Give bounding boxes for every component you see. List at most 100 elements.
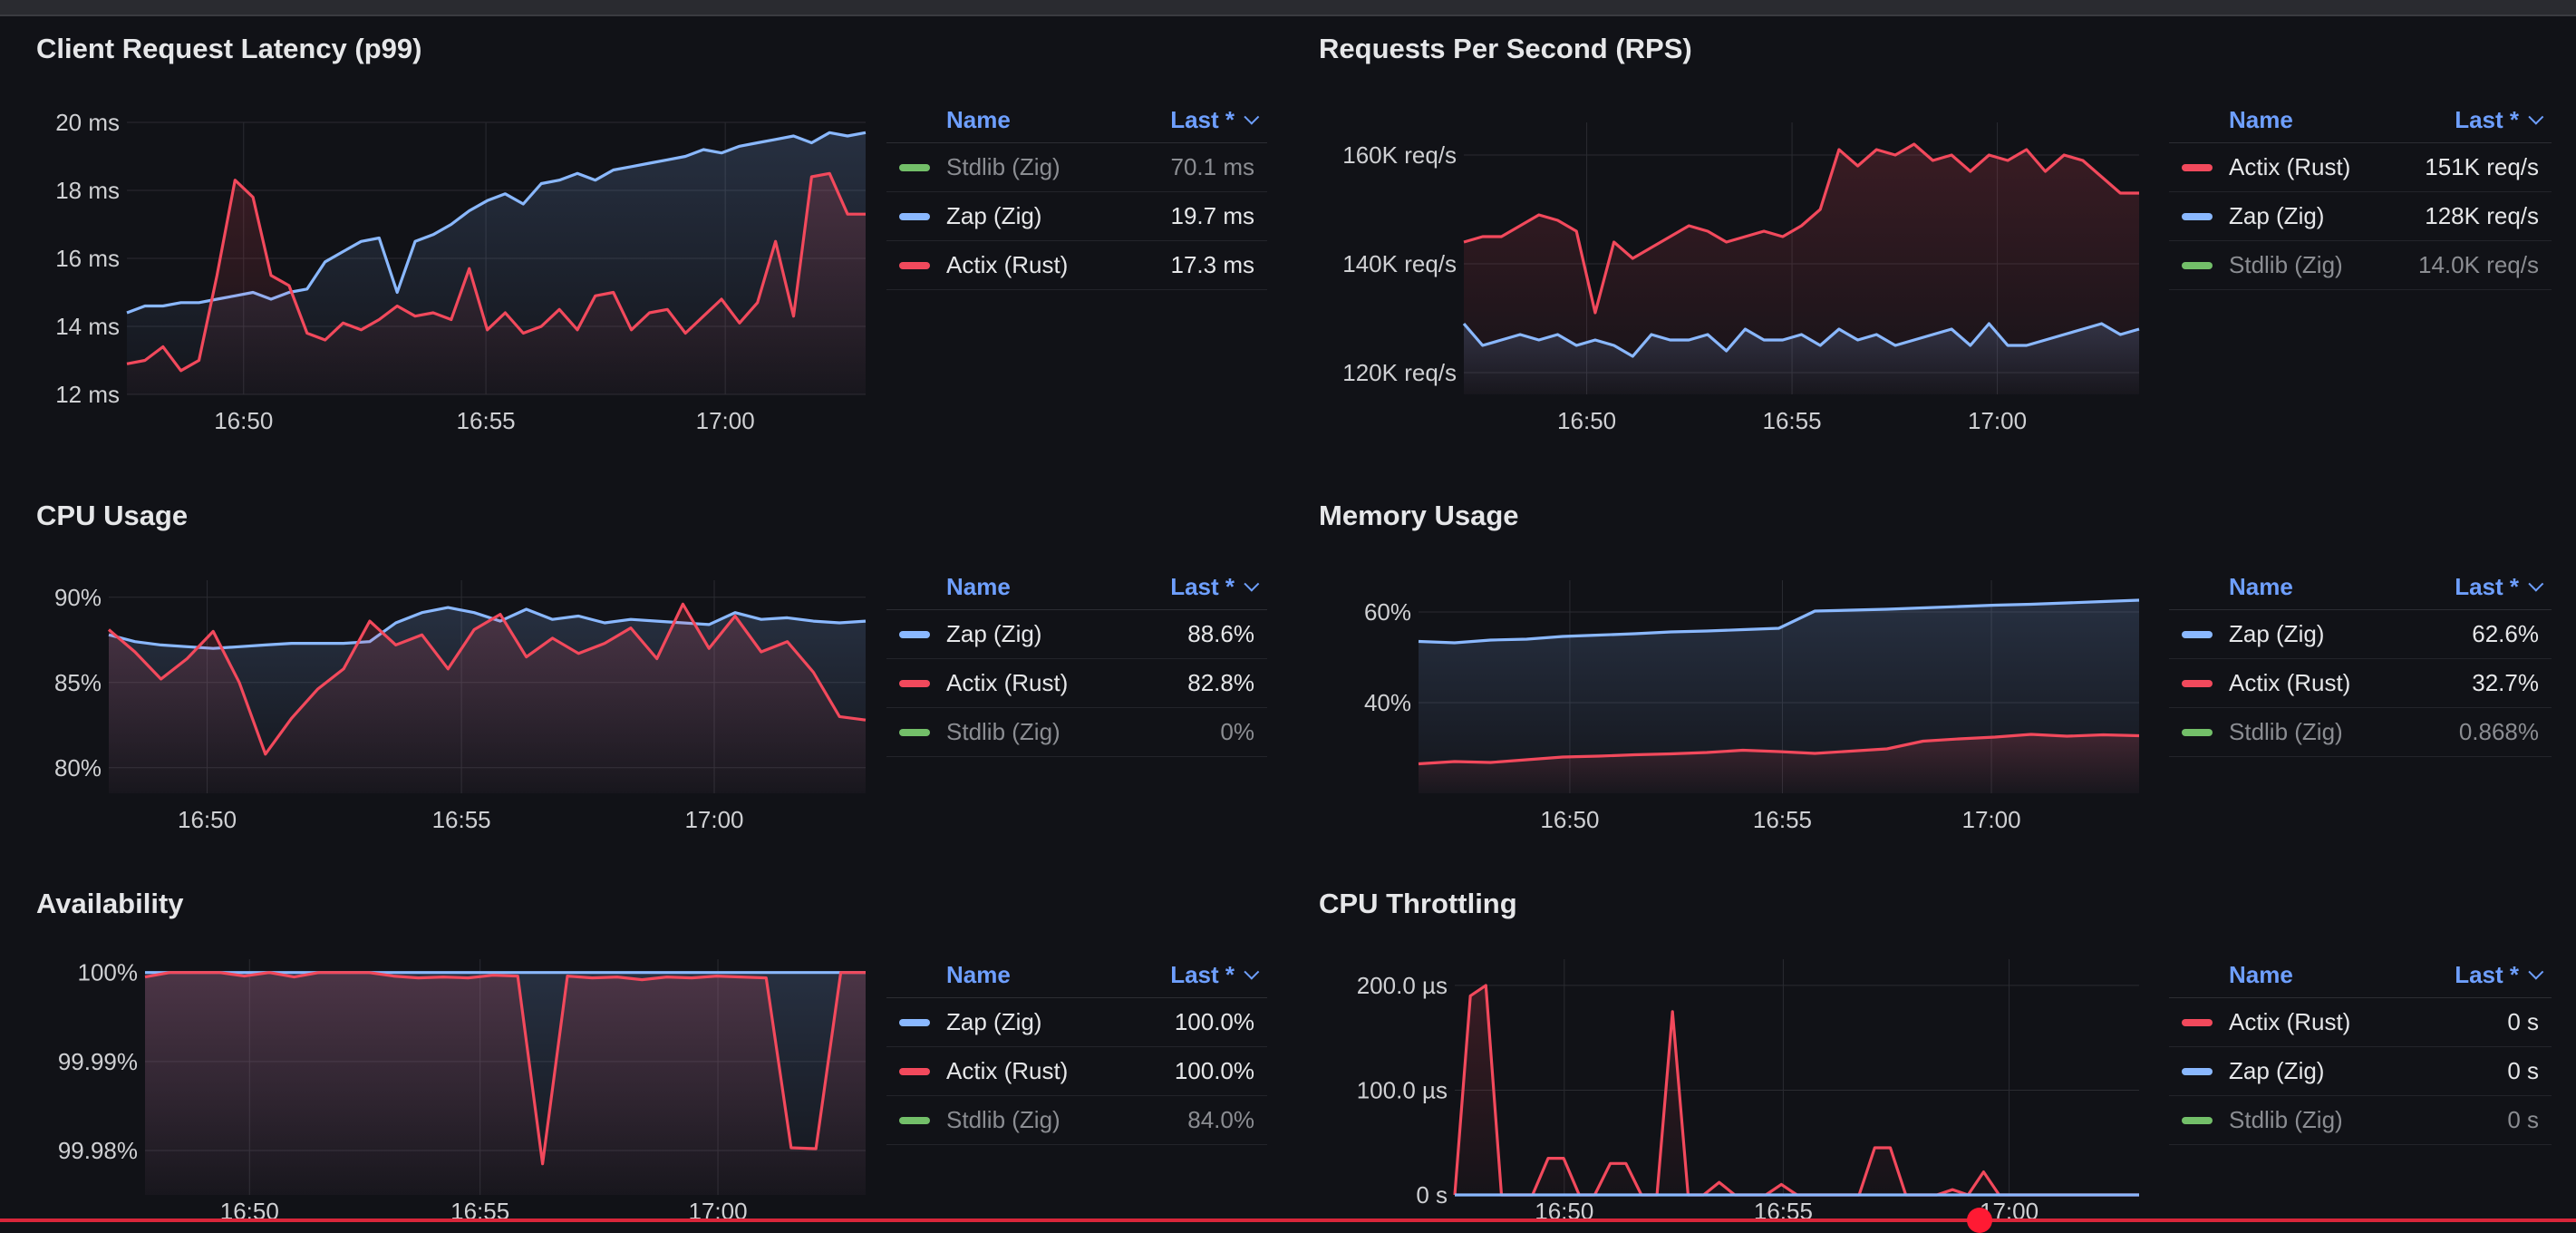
legend-row[interactable]: Actix (Rust) 100.0% (886, 1047, 1267, 1096)
chevron-down-icon (1244, 576, 1260, 592)
panel-requests-per-second: Requests Per Second (RPS) 160K req/s 140K… (1283, 0, 2576, 462)
x-tick-label: 16:50 (1557, 407, 1616, 434)
legend-series-name: Zap (Zig) (946, 620, 1042, 647)
legend-header-last-sort[interactable]: Last * (1170, 573, 1260, 601)
legend-row[interactable]: Actix (Rust) 151K req/s (2169, 143, 2552, 192)
series-area-actix-rust- (109, 604, 866, 793)
latency-legend: Name Last * Stdlib (Zig) 70.1 ms Zap (Zig) 19… (886, 97, 1267, 290)
legend-header-last-sort[interactable]: Last * (2455, 961, 2544, 989)
x-tick-label: 17:00 (696, 407, 755, 434)
legend-last-value: 14.0K req/s (2418, 251, 2539, 278)
legend-series: Zap (Zig) (2182, 202, 2324, 230)
legend-last-value: 100.0% (1174, 1008, 1254, 1035)
legend-row[interactable]: Zap (Zig) 19.7 ms (886, 192, 1267, 241)
legend-series: Zap (Zig) (899, 202, 1041, 230)
panel-title[interactable]: Client Request Latency (p99) (36, 33, 422, 64)
x-tick-label: 16:50 (178, 806, 237, 833)
cpu-chart[interactable]: 90% 85% 80% 16:50 16:55 17:00 (27, 576, 870, 839)
series-line-zap-zig- (1462, 322, 2140, 358)
panel-title[interactable]: CPU Usage (36, 500, 189, 531)
legend-swatch-icon (899, 163, 930, 171)
legend-header-name[interactable]: Name (2229, 960, 2293, 988)
legend-swatch-icon (2182, 1067, 2213, 1075)
legend-row[interactable]: Zap (Zig) 88.6% (886, 610, 1267, 659)
y-tick-label: 20 ms (55, 109, 120, 136)
series-line-actix-rust- (1418, 733, 2140, 766)
legend-row[interactable]: Actix (Rust) 0 s (2169, 998, 2552, 1047)
legend-series-name: Stdlib (Zig) (2229, 1106, 2343, 1133)
legend-header: Name Last * (2169, 952, 2552, 998)
legend-header-last-sort[interactable]: Last * (2455, 106, 2544, 134)
rps-chart[interactable]: 160K req/s 140K req/s 120K req/s 16:50 16:55… (1319, 113, 2144, 449)
latency-chart[interactable]: 20 ms 18 ms 16 ms 14 ms 12 ms 16:50 16:55 17:00 (27, 109, 870, 449)
legend-series: Zap (Zig) (899, 1008, 1041, 1036)
y-tick-label: 60% (1364, 598, 1411, 626)
y-tick-label: 140K req/s (1342, 250, 1457, 277)
x-tick-label: 16:50 (1540, 806, 1599, 833)
availability-chart[interactable]: 100% 99.99% 99.98% 16:50 16:55 17:00 (27, 955, 870, 1225)
legend-header-last-sort[interactable]: Last * (1170, 960, 1260, 989)
timeline-progress-bar[interactable] (0, 1218, 2576, 1222)
legend-series-name: Zap (Zig) (2229, 202, 2325, 229)
legend-row[interactable]: Stdlib (Zig) 0.868% (2169, 708, 2552, 757)
panel-title[interactable]: Availability (36, 888, 184, 919)
legend-series-name: Stdlib (Zig) (946, 1106, 1060, 1133)
legend-row[interactable]: Actix (Rust) 82.8% (886, 659, 1267, 708)
legend-header: Name Last * (886, 564, 1267, 610)
cpu-chart-svg: 90% 85% 80% 16:50 16:55 17:00 (54, 580, 867, 833)
legend-header-name[interactable]: Name (946, 105, 1011, 133)
y-tick-label: 40% (1364, 689, 1411, 716)
top-bar (0, 0, 2576, 16)
legend-header-last-label: Last * (1170, 105, 1235, 133)
y-tick-label: 99.98% (58, 1137, 138, 1164)
legend-swatch-icon (899, 728, 930, 736)
legend-header-last-sort[interactable]: Last * (1170, 105, 1260, 134)
legend-series: Actix (Rust) (2182, 153, 2350, 181)
legend-series-name: Actix (Rust) (2229, 669, 2351, 696)
legend-swatch-icon (899, 1067, 930, 1075)
legend-last-value: 19.7 ms (1170, 202, 1255, 229)
legend-row[interactable]: Actix (Rust) 32.7% (2169, 659, 2552, 708)
legend-row[interactable]: Stdlib (Zig) 14.0K req/s (2169, 241, 2552, 290)
x-tick-label: 17:00 (1961, 806, 2020, 833)
legend-swatch-icon (2182, 261, 2213, 269)
y-tick-label: 16 ms (55, 245, 120, 272)
legend-swatch-icon (899, 212, 930, 220)
legend-row[interactable]: Stdlib (Zig) 0 s (2169, 1096, 2552, 1145)
legend-row[interactable]: Stdlib (Zig) 70.1 ms (886, 143, 1267, 192)
x-tick-label: 16:55 (1763, 407, 1822, 434)
timeline-scrubber-handle[interactable] (1967, 1208, 1992, 1233)
legend-row[interactable]: Zap (Zig) 62.6% (2169, 610, 2552, 659)
panel-title[interactable]: CPU Throttling (1319, 888, 1517, 919)
legend-swatch-icon (2182, 1116, 2213, 1124)
legend-header-name[interactable]: Name (946, 572, 1011, 600)
latency-chart-svg: 20 ms 18 ms 16 ms 14 ms 12 ms 16:50 16:55 17:00 (55, 109, 867, 434)
panel-title[interactable]: Memory Usage (1319, 500, 1519, 531)
legend-header-last-sort[interactable]: Last * (2455, 573, 2544, 601)
legend-row[interactable]: Stdlib (Zig) 0% (886, 708, 1267, 757)
legend-header-name[interactable]: Name (2229, 105, 2293, 133)
throttling-chart[interactable]: 200.0 µs 100.0 µs 0 s 16:50 16:55 17:00 (1319, 955, 2144, 1225)
legend-header-name[interactable]: Name (2229, 572, 2293, 600)
legend-row[interactable]: Zap (Zig) 100.0% (886, 998, 1267, 1047)
legend-header-last-label: Last * (1170, 960, 1235, 988)
legend-header-name[interactable]: Name (946, 960, 1011, 988)
rps-chart-svg: 160K req/s 140K req/s 120K req/s 16:50 16:55… (1342, 122, 2140, 434)
memory-chart[interactable]: 60% 40% 16:50 16:55 17:00 (1319, 576, 2144, 839)
y-tick-label: 160K req/s (1342, 141, 1457, 169)
legend-row[interactable]: Zap (Zig) 128K req/s (2169, 192, 2552, 241)
legend-last-value: 151K req/s (2425, 153, 2539, 180)
legend-row[interactable]: Stdlib (Zig) 84.0% (886, 1096, 1267, 1145)
legend-last-value: 82.8% (1187, 669, 1254, 696)
legend-row[interactable]: Actix (Rust) 17.3 ms (886, 241, 1267, 290)
legend-series: Actix (Rust) (899, 669, 1068, 697)
legend-swatch-icon (2182, 163, 2213, 171)
legend-series: Zap (Zig) (2182, 620, 2324, 648)
panel-title[interactable]: Requests Per Second (RPS) (1319, 33, 1692, 64)
legend-series: Actix (Rust) (899, 1057, 1068, 1085)
panel-client-request-latency: Client Request Latency (p99) 20 ms 18 ms 1… (0, 0, 1287, 462)
legend-row[interactable]: Zap (Zig) 0 s (2169, 1047, 2552, 1096)
throttling-legend: Name Last * Actix (Rust) 0 s Zap (Zig) 0 s Std… (2169, 952, 2552, 1145)
legend-header: Name Last * (2169, 564, 2552, 610)
